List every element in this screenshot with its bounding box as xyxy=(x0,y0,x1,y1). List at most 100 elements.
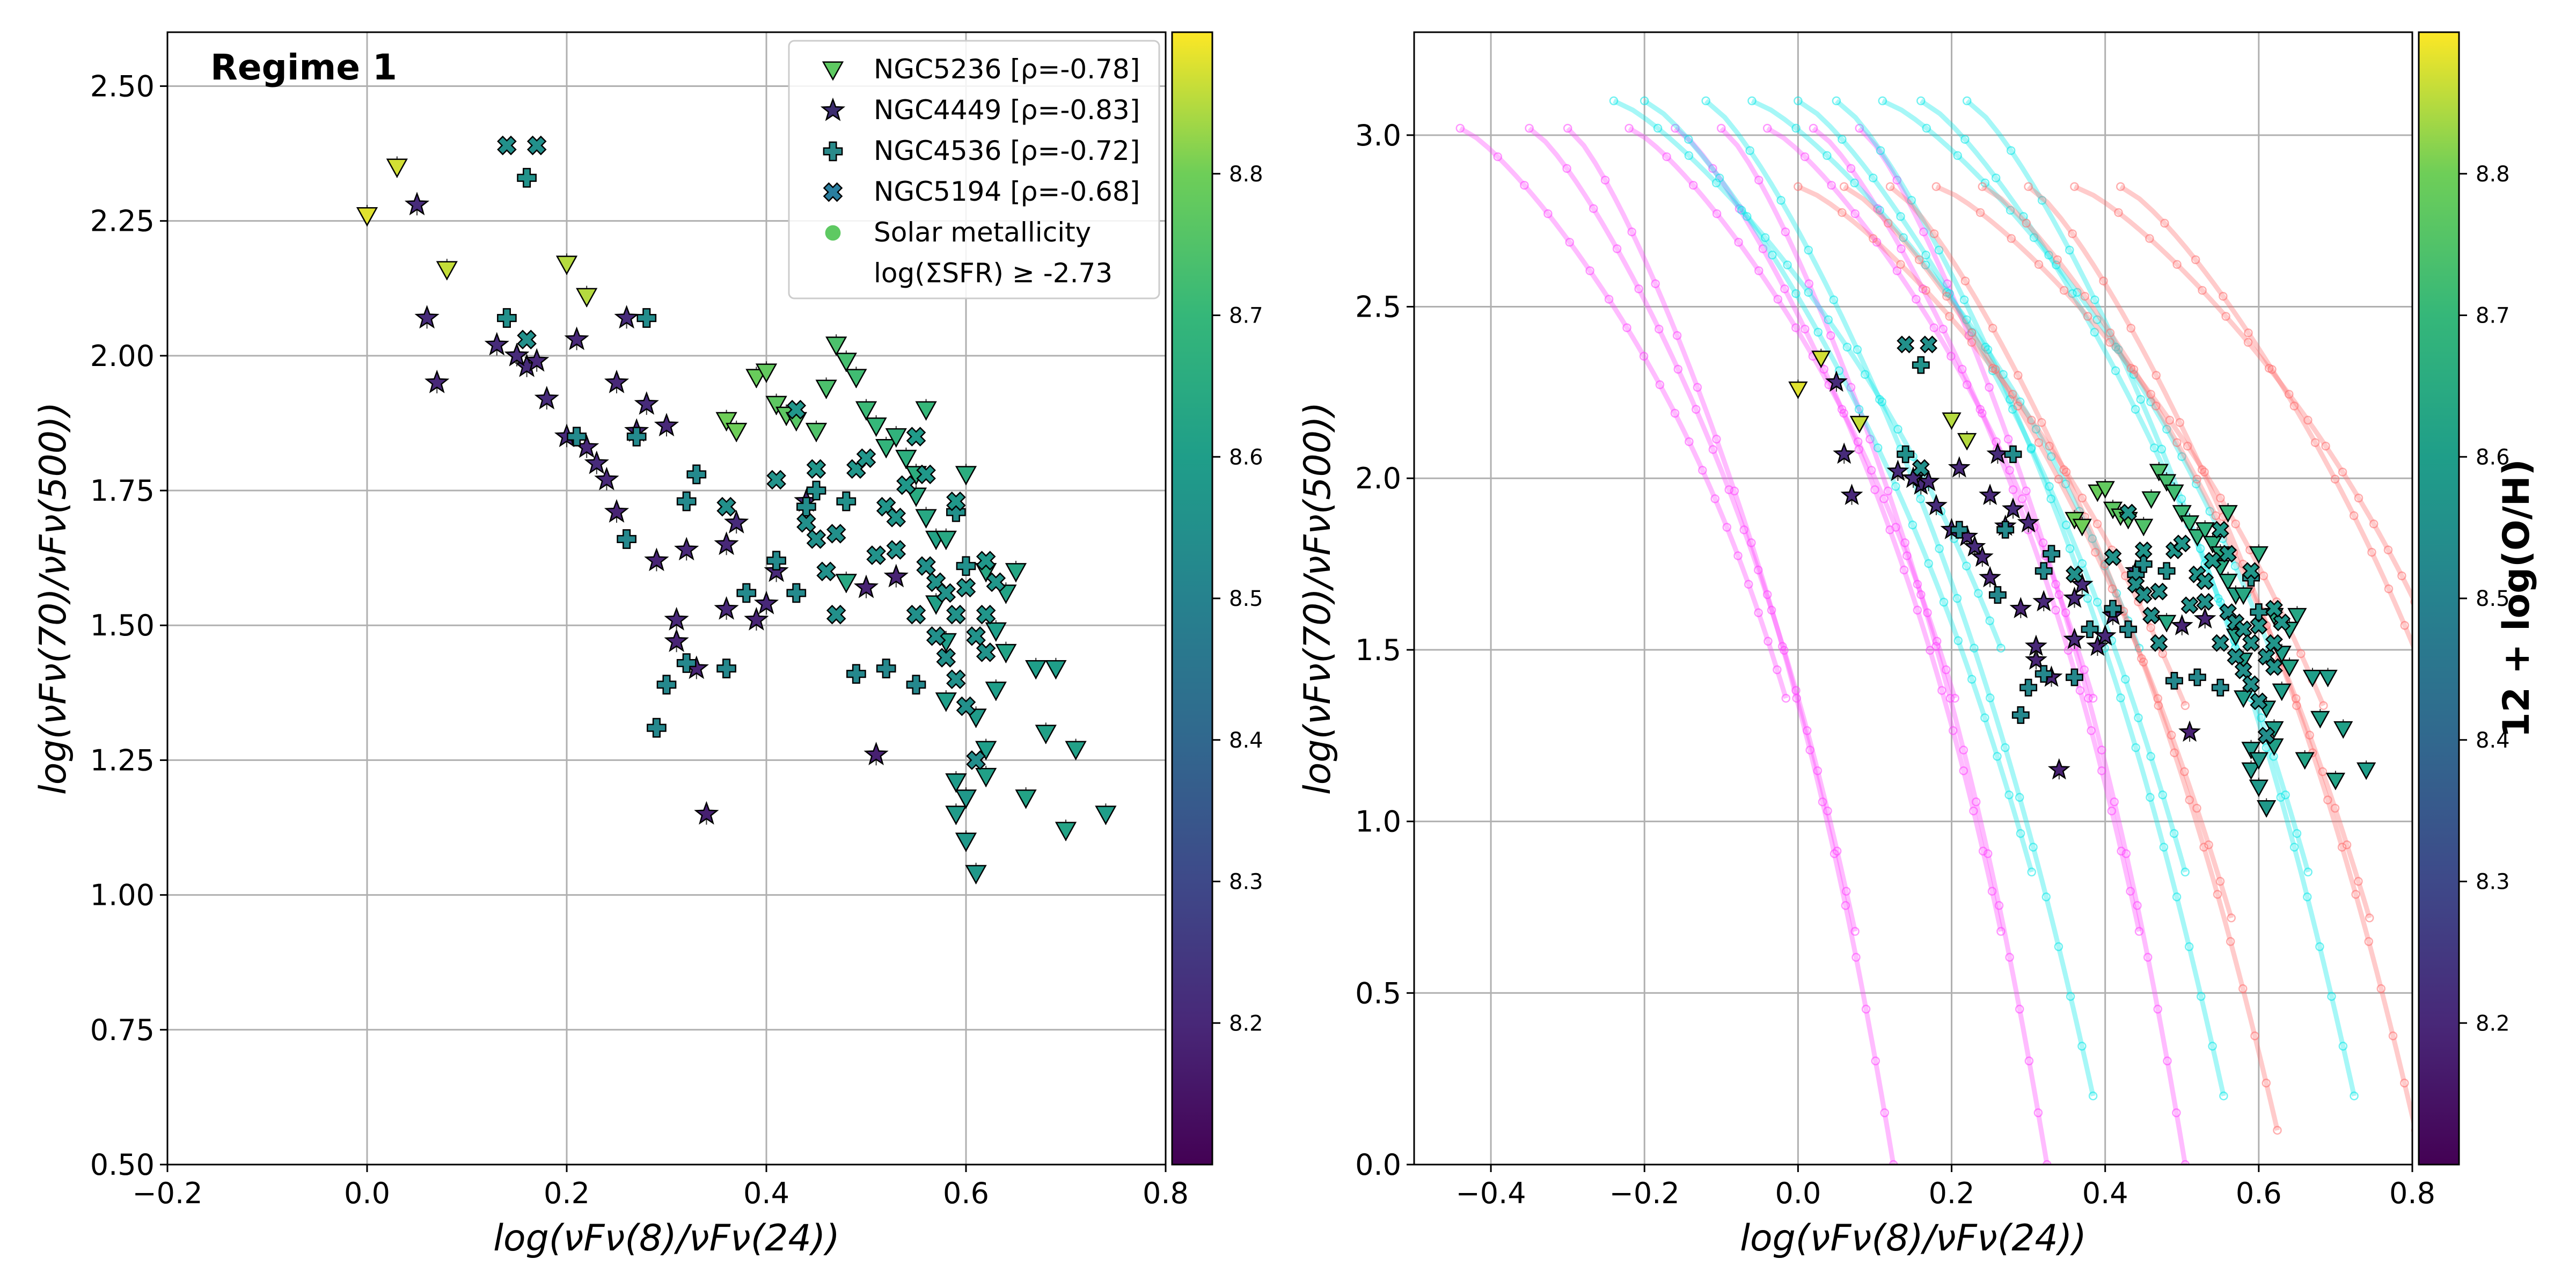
model-cyan-marker xyxy=(2083,594,2092,603)
model-magenta-marker xyxy=(1899,565,1909,575)
model-red-marker xyxy=(2191,255,2200,265)
model-magenta-marker xyxy=(1698,466,1707,475)
point-ngc5236 xyxy=(865,417,887,437)
model-red-marker xyxy=(2092,519,2102,529)
model-red-marker xyxy=(2180,767,2189,777)
colorbar-tick-label: 8.3 xyxy=(2476,870,2510,895)
left-points xyxy=(356,135,1117,885)
point-ngc5194 xyxy=(2257,727,2275,745)
model-cyan-marker xyxy=(1737,206,1746,215)
model-magenta-marker xyxy=(1946,352,1956,361)
point-ngc5236 xyxy=(955,466,977,486)
model-magenta-marker xyxy=(1846,383,1856,392)
model-magenta-marker xyxy=(1780,284,1789,294)
point-ngc5236 xyxy=(1957,433,1977,451)
model-cyan-marker xyxy=(1983,345,1993,354)
model-cyan-marker xyxy=(1873,443,1883,452)
model-magenta-marker xyxy=(1754,608,1763,618)
model-cyan-marker xyxy=(1794,96,1803,106)
model-magenta-marker xyxy=(1929,323,1939,332)
model-cyan-marker xyxy=(2131,405,2140,414)
model-cyan-marker xyxy=(1985,616,1994,625)
model-red-marker xyxy=(2349,511,2359,521)
model-red-marker xyxy=(2221,312,2230,321)
colorbar-tick-label: 8.2 xyxy=(2476,1011,2510,1036)
model-cyan-marker xyxy=(2350,1091,2359,1101)
right-model-tracks xyxy=(1455,96,2412,1165)
right-plot-frame xyxy=(1413,31,2413,1166)
model-magenta-marker xyxy=(1879,494,1889,503)
point-ngc4449 xyxy=(2178,720,2201,742)
x-tick-label: 0.6 xyxy=(943,1176,989,1210)
model-magenta-marker xyxy=(1913,580,1922,589)
colorbar-tick-label: 8.8 xyxy=(1229,162,1263,187)
model-red-marker xyxy=(1931,182,1941,191)
model-magenta-marker xyxy=(1634,284,1643,294)
model-cyan-marker xyxy=(1959,295,1969,304)
model-magenta-marker xyxy=(1809,123,1818,133)
model-red-marker xyxy=(2061,467,2071,477)
model-cyan-marker xyxy=(1916,494,1925,503)
point-ngc4536 xyxy=(716,658,736,678)
model-cyan-marker xyxy=(2073,288,2082,297)
model-magenta-marker xyxy=(1639,352,1649,361)
point-ngc5236 xyxy=(576,288,598,308)
legend-label-ngc5236: NGC5236 [ρ=-0.78] xyxy=(874,54,1140,85)
model-cyan-marker xyxy=(2180,867,2190,877)
model-magenta-marker xyxy=(1763,636,1773,646)
model-cyan-marker xyxy=(1899,233,1908,243)
point-ngc5194 xyxy=(716,496,736,517)
point-ngc4449 xyxy=(1924,494,1948,516)
model-magenta-marker xyxy=(1916,590,1926,599)
model-red-marker xyxy=(2185,795,2194,804)
point-ngc5236 xyxy=(805,422,828,443)
model-magenta-marker xyxy=(1600,175,1610,185)
model-magenta-marker xyxy=(1455,123,1465,133)
model-magenta-marker xyxy=(1926,646,1935,655)
point-ngc4536 xyxy=(2011,706,2030,724)
model-red-marker xyxy=(2151,371,2161,380)
model-cyan-marker xyxy=(2061,479,2070,489)
left-x-ticks: −0.2 0.0 0.2 0.4 0.6 0.8 xyxy=(132,1165,1189,1210)
model-red-marker xyxy=(1929,229,1939,238)
model-red-marker xyxy=(2027,415,2036,425)
model-magenta-marker xyxy=(2143,953,2153,962)
model-cyan-marker xyxy=(1974,589,1983,598)
model-cyan-marker xyxy=(2065,544,2075,553)
point-ngc5236 xyxy=(1788,381,1808,399)
point-ngc5236 xyxy=(2325,772,2346,791)
point-ngc5236 xyxy=(2249,546,2268,564)
model-red-marker xyxy=(2383,545,2393,554)
point-ngc5194 xyxy=(826,604,846,625)
model-red-marker xyxy=(2054,474,2063,484)
model-magenta-marker xyxy=(2008,485,2018,494)
model-magenta-track xyxy=(1628,126,1957,699)
point-ngc5194 xyxy=(856,448,876,469)
model-cyan-marker xyxy=(2338,1042,2348,1051)
model-magenta-marker xyxy=(1735,204,1744,213)
colorbar-tick-label: 8.6 xyxy=(2476,445,2510,470)
model-red-marker xyxy=(2172,438,2182,447)
model-cyan-marker xyxy=(2015,793,2024,802)
point-ngc4449 xyxy=(2017,511,2040,533)
model-cyan-marker xyxy=(2065,245,2074,255)
model-magenta-marker xyxy=(1730,486,1739,496)
x-tick-label: 0.4 xyxy=(743,1176,789,1210)
point-ngc4536 xyxy=(2035,665,2053,683)
model-red-marker xyxy=(2172,260,2182,269)
model-magenta-marker xyxy=(1818,797,1827,807)
point-ngc4449 xyxy=(604,369,630,393)
model-cyan-marker xyxy=(1962,561,1971,570)
right-panel: −0.4 −0.2 0.0 0.2 0.4 0.6 0.8 0.0 0.5 1.0 1.5 2.0 2… xyxy=(1297,31,2538,1260)
model-cyan-marker xyxy=(2177,452,2186,462)
model-cyan-marker xyxy=(2054,942,2063,952)
model-magenta-marker xyxy=(2084,693,2093,703)
point-ngc5236 xyxy=(2272,683,2292,701)
model-magenta-marker xyxy=(1612,244,1622,253)
model-red-marker xyxy=(2384,584,2394,594)
model-red-marker xyxy=(2244,328,2253,338)
point-ngc5194 xyxy=(2234,620,2252,639)
model-red-marker xyxy=(2170,748,2179,757)
model-red-marker xyxy=(1839,182,1849,191)
model-cyan-marker xyxy=(1804,288,1813,297)
